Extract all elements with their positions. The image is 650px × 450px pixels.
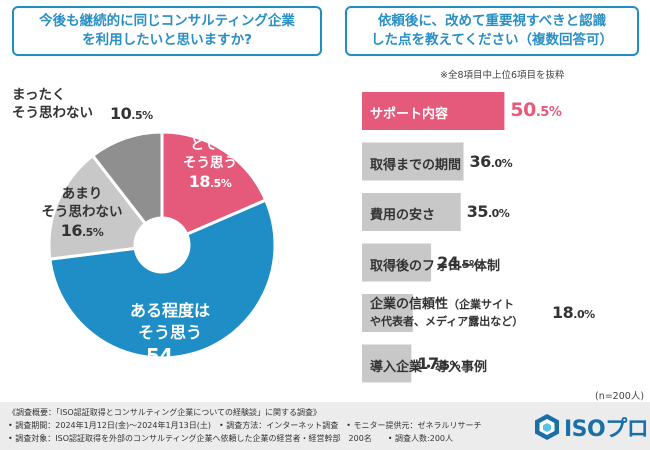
bar-value-label-2: 35.0% bbox=[466, 202, 510, 221]
pie-slice-value-2: 16.5% bbox=[60, 221, 104, 240]
bar-category-label-3: 取得後のフォロー体制 bbox=[370, 258, 501, 274]
bar-3 bbox=[362, 243, 432, 282]
bar-category-label-4: 企業の信頼性（企業サイト や代表者、メディア露出など） bbox=[370, 297, 524, 328]
pie-slice-category-2-0: あまり bbox=[61, 186, 103, 202]
pie-slice-value-0: 18.5% bbox=[188, 172, 232, 191]
bar-4 bbox=[362, 294, 413, 332]
hexagon-logo-icon bbox=[535, 414, 559, 440]
pie-slice-value-3: 10.5% bbox=[110, 104, 153, 123]
footer-line-1: 《調査概要：「ISO認証取得とコンサルティング企業についての経験談」に関する調査… bbox=[8, 408, 322, 417]
right-question-line-1: 依頼後に、改めて重要視すべきと認識 bbox=[377, 13, 607, 29]
bar-value-label-1: 36.0% bbox=[469, 151, 513, 171]
pie-slice-category-0-1: そう思う bbox=[183, 155, 237, 171]
pie-slice-label-2: あまりそう思わない 16.5% bbox=[22, 185, 142, 240]
left-question-line-2: を利用したいと思いますか? bbox=[82, 32, 252, 48]
bar-category-label-5: 導入企業・導入事例 bbox=[370, 359, 488, 375]
bar-0 bbox=[362, 92, 505, 130]
pie-slice-3 bbox=[90, 130, 164, 226]
bar-category-label-0: サポート内容 bbox=[370, 107, 449, 122]
bar-value-label-4: 18.0% bbox=[552, 303, 595, 322]
pie-slice-category-1-0: ある程度は bbox=[129, 301, 210, 320]
pie-slice-category-2-1: そう思わない bbox=[41, 204, 123, 220]
bar-category-label-2: 費用の安さ bbox=[370, 208, 436, 223]
pie-slice-0 bbox=[160, 130, 268, 237]
pie-slice-category-0-0: とても bbox=[190, 137, 230, 153]
footer-line-2: • 調査期間：2024年1月12日(金)～2024年1月13日(土) • 調査方… bbox=[8, 421, 482, 430]
bar-2 bbox=[362, 193, 461, 231]
left-question-box: 今後も継続的に同じコンサルティング企業 を利用したいと思いますか? bbox=[12, 6, 322, 56]
bar-category-label-1: 取得までの期間 bbox=[370, 157, 462, 173]
donut-chart bbox=[47, 130, 277, 360]
bar-5 bbox=[362, 344, 412, 383]
brand-logo: ISOプロ bbox=[534, 411, 649, 443]
pie-slice-category-1-1: そう思う bbox=[137, 323, 202, 342]
sample-size-note: (n=200人) bbox=[595, 391, 645, 402]
subset-note: ※全8項目中上位6項目を抜粋 bbox=[440, 70, 565, 81]
left-question-line-1: 今後も継続的に同じコンサルティング企業 bbox=[39, 13, 295, 29]
pie-slice-2 bbox=[47, 153, 148, 261]
bar-1 bbox=[362, 142, 464, 181]
pie-slice-label-3: まったくそう思わない 10.5% bbox=[12, 86, 162, 123]
right-question-line-2: した点を教えてください（複数回答可） bbox=[371, 32, 613, 48]
footer-line-3: • 調査対象：ISO認証取得を外部のコンサルティング企業へ依頼した企業の経営者・… bbox=[8, 434, 454, 443]
pie-slice-label-0: とてもそう思う 18.5% bbox=[150, 136, 270, 191]
bar-value-label-3: 24.5% bbox=[437, 252, 480, 272]
right-question-box: 依頼後に、改めて重要視すべきと認識 した点を教えてください（複数回答可） bbox=[345, 6, 639, 56]
pie-slice-1 bbox=[48, 198, 277, 360]
pie-slice-category-3-1: そう思わない bbox=[12, 105, 93, 121]
bar-chart bbox=[362, 92, 505, 383]
bar-value-label-5: 17.5% bbox=[417, 353, 460, 373]
logo-text: ISOプロ bbox=[564, 417, 649, 442]
pie-slice-value-1: 54.5% bbox=[145, 344, 195, 368]
pie-slice-category-3-0: まったく bbox=[12, 87, 66, 103]
pie-slice-label-1: ある程度はそう思う 54.5% bbox=[110, 300, 230, 368]
bar-value-label-0: 50.5% bbox=[510, 99, 562, 121]
